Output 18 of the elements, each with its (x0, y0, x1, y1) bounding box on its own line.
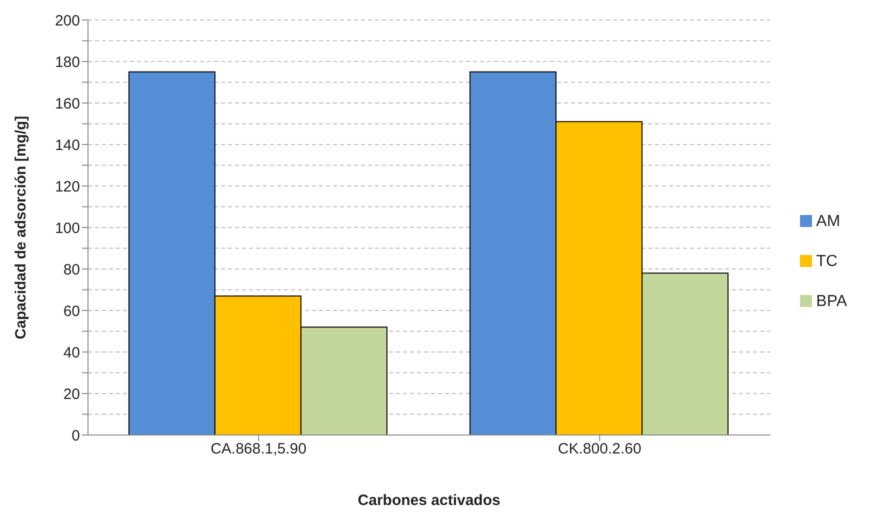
x-axis-title: Carbones activados (358, 492, 500, 509)
y-tick-label: 120 (54, 178, 80, 196)
y-tick-label: 160 (54, 95, 80, 112)
y-tick-label: 20 (63, 386, 80, 403)
x-tick-label: CK.800.2.60 (558, 440, 642, 458)
y-tick-label: 0 (72, 427, 80, 444)
y-tick-label: 80 (63, 261, 80, 278)
legend-label: TC (816, 252, 838, 270)
y-tick-label: 140 (54, 136, 80, 154)
legend-label: BPA (816, 292, 847, 310)
y-tick-label: 40 (63, 344, 80, 362)
x-tick-label: CA.868.1,5.90 (210, 440, 306, 458)
legend-label: AM (816, 212, 840, 230)
y-tick-label: 100 (54, 220, 80, 237)
y-tick-label: 200 (54, 12, 80, 30)
y-tick-label: 180 (54, 54, 80, 71)
y-axis-title: Capacidad de adsorción [mg/g] (12, 116, 30, 340)
y-tick-label: 60 (63, 302, 80, 320)
